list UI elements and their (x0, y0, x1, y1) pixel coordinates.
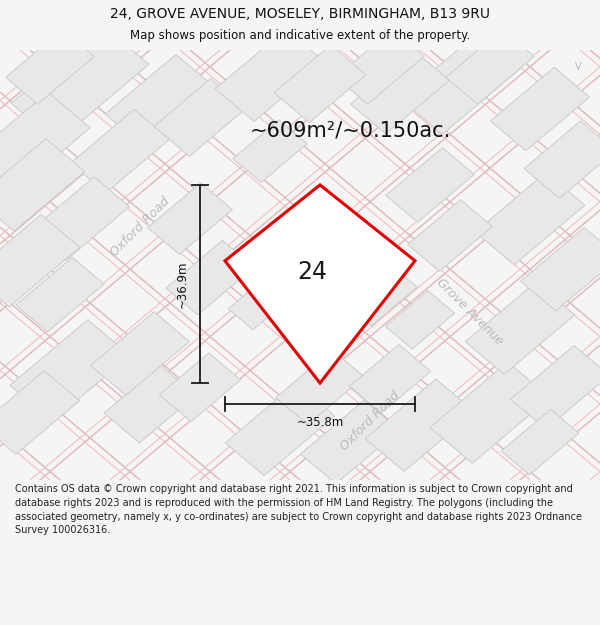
Polygon shape (465, 282, 575, 374)
Polygon shape (336, 29, 424, 104)
Polygon shape (6, 29, 94, 104)
Polygon shape (276, 350, 364, 424)
Polygon shape (475, 173, 585, 265)
Text: V: V (575, 62, 581, 72)
Polygon shape (521, 228, 600, 311)
Polygon shape (365, 379, 475, 471)
Polygon shape (228, 276, 292, 330)
Text: Oxford Road: Oxford Road (338, 389, 402, 453)
Polygon shape (215, 29, 325, 121)
Polygon shape (343, 263, 417, 326)
Polygon shape (166, 241, 254, 315)
Polygon shape (71, 109, 169, 193)
Text: 24, GROVE AVENUE, MOSELEY, BIRMINGHAM, B13 9RU: 24, GROVE AVENUE, MOSELEY, BIRMINGHAM, B… (110, 7, 490, 21)
Text: Map shows position and indicative extent of the property.: Map shows position and indicative extent… (130, 29, 470, 42)
Text: Oxford Road: Oxford Road (108, 195, 172, 259)
Polygon shape (0, 139, 85, 231)
Polygon shape (386, 148, 474, 222)
Polygon shape (225, 185, 415, 383)
Text: Grove Avenue: Grove Avenue (434, 276, 506, 348)
Polygon shape (148, 183, 232, 254)
Polygon shape (350, 51, 449, 134)
Polygon shape (524, 121, 600, 198)
Text: ~36.9m: ~36.9m (176, 260, 188, 308)
Polygon shape (0, 214, 80, 307)
Polygon shape (154, 79, 246, 156)
Polygon shape (0, 371, 79, 454)
Polygon shape (11, 26, 149, 142)
Polygon shape (104, 366, 196, 443)
Polygon shape (274, 45, 366, 123)
Polygon shape (0, 92, 90, 193)
Text: Contains OS data © Crown copyright and database right 2021. This information is : Contains OS data © Crown copyright and d… (15, 484, 582, 535)
Polygon shape (511, 346, 600, 429)
Text: ~609m²/~0.150ac.: ~609m²/~0.150ac. (250, 120, 451, 140)
Polygon shape (407, 200, 493, 271)
Polygon shape (301, 401, 400, 484)
Polygon shape (491, 68, 589, 151)
Polygon shape (446, 29, 534, 104)
Polygon shape (10, 320, 130, 421)
Polygon shape (31, 177, 130, 261)
Text: ~35.8m: ~35.8m (296, 416, 344, 429)
Polygon shape (430, 362, 550, 463)
Polygon shape (501, 409, 579, 475)
Polygon shape (400, 33, 520, 134)
Polygon shape (349, 344, 431, 413)
Text: 24: 24 (297, 261, 327, 284)
Polygon shape (225, 383, 335, 476)
Polygon shape (160, 353, 241, 421)
Polygon shape (233, 120, 307, 182)
Polygon shape (385, 291, 455, 349)
Polygon shape (16, 258, 104, 332)
Polygon shape (91, 312, 190, 395)
Polygon shape (105, 54, 215, 147)
